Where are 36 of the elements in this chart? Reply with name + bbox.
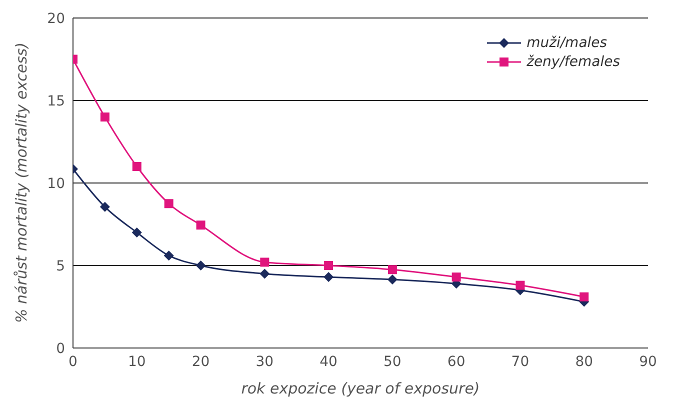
x-tick-label: 20 [192,354,210,370]
y-tick-label: 10 [47,176,65,192]
point [324,261,334,270]
point [260,268,270,279]
x-tick-label: 60 [447,354,466,370]
point [388,265,397,274]
point [260,258,270,267]
point [164,199,174,208]
x-tick-label: 10 [128,354,146,370]
point [100,202,110,212]
point [132,228,142,238]
x-tick-label: 90 [639,354,657,370]
legend-label: ženy/females [526,54,620,70]
point [452,272,461,282]
x-tick-label: 0 [68,354,78,370]
y-tick-label: 5 [56,258,65,274]
point [580,292,589,302]
point [196,220,206,230]
point [324,272,334,282]
y-tick-label: 15 [47,93,65,110]
point [100,112,110,122]
x-tick-label: 70 [511,354,530,370]
y-axis-title: % nárůst mortality (mortality excess) [12,42,30,323]
y-tick-label: 0 [56,340,65,357]
x-tick-label: 40 [320,354,338,370]
x-tick-label: 30 [256,354,274,370]
legend-label: muži/males [526,35,608,51]
x-tick-label: 80 [575,354,594,370]
point [164,250,174,261]
point [516,280,525,290]
point [132,162,142,171]
point [196,260,206,270]
point [387,274,398,285]
y-tick-label: 20 [47,10,65,27]
x-tick-label: 50 [384,354,402,370]
x-axis-title: rok expozice (year of exposure) [241,380,480,398]
